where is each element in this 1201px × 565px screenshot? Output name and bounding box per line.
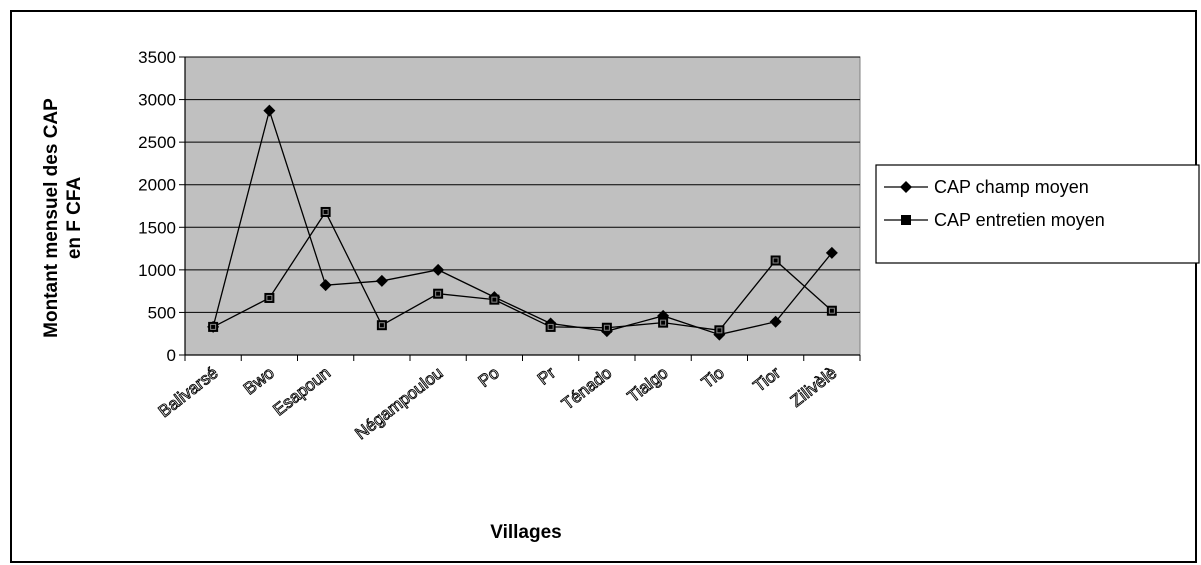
legend-marker-square (901, 215, 911, 225)
data-point-diamond (375, 274, 388, 287)
legend-label: CAP champ moyen (934, 177, 1089, 197)
data-point-square-inner (322, 208, 329, 215)
x-tick-label: Esapoun (269, 363, 334, 419)
x-tick-label: Tio (698, 363, 728, 392)
legend: CAP champ moyen CAP entretien moyen (875, 164, 1200, 264)
y-tick-labels: 0 500 1000 1500 2000 2500 3000 3500 (138, 48, 176, 365)
x-tick-label: Balivarsé (155, 363, 222, 421)
data-point-square-inner (603, 324, 610, 331)
data-point-diamond (825, 246, 838, 259)
y-tick-label: 0 (167, 346, 176, 365)
data-point-square (770, 255, 781, 266)
x-tick-label: Tior (750, 363, 785, 396)
x-tick-label: Po (475, 363, 503, 391)
data-point-diamond (432, 263, 445, 276)
data-point-diamond (263, 104, 276, 117)
data-point-square-inner (660, 319, 667, 326)
y-tick-label: 3000 (138, 91, 176, 110)
y-tick-label: 1000 (138, 261, 176, 280)
x-tick-label: Bwo (240, 363, 278, 398)
plot-area (184, 56, 861, 356)
data-point-square (433, 288, 444, 299)
series-line (212, 210, 833, 332)
gridlines (185, 56, 860, 313)
data-point-square (208, 321, 219, 332)
x-tick-label: Pr (534, 363, 559, 389)
data-point-square (826, 305, 837, 316)
data-point-square-inner (266, 294, 273, 301)
x-tick-label: Ténado (558, 363, 615, 413)
data-point-square (714, 325, 725, 336)
series-lines (207, 104, 838, 341)
x-tick-label: Zilivèlè (787, 363, 840, 411)
data-point-square-inner (435, 290, 442, 297)
data-point-square-inner (547, 323, 554, 330)
series-line (212, 108, 833, 336)
data-point-square (264, 292, 275, 303)
y-tick-label: 2000 (138, 176, 176, 195)
data-point-square-inner (210, 323, 217, 330)
data-point-square (489, 294, 500, 305)
data-point-diamond (319, 279, 332, 292)
x-tick-label: Tialgo (624, 363, 672, 406)
data-point-square (545, 321, 556, 332)
y-tick-label: 2500 (138, 133, 176, 152)
data-point-square (376, 320, 387, 331)
x-tick-label: Négampoulou (351, 363, 446, 443)
data-point-square-inner (772, 257, 779, 264)
data-point-square-inner (828, 307, 835, 314)
y-tick-label: 3500 (138, 48, 176, 67)
legend-label: CAP entretien moyen (934, 210, 1105, 230)
data-point-square-inner (716, 327, 723, 334)
data-point-square-inner (378, 322, 385, 329)
y-tick-label: 500 (148, 303, 176, 322)
y-axis-title-line1: Montant mensuel des CAP (41, 98, 62, 338)
data-point-diamond (769, 315, 782, 328)
y-axis-title-line2: en F CFA (64, 177, 85, 260)
axes (179, 56, 861, 361)
y-tick-label: 1500 (138, 218, 176, 237)
x-axis-title: Villages (490, 522, 561, 543)
data-point-square (658, 317, 669, 328)
data-point-square-inner (491, 296, 498, 303)
legend-box (875, 164, 1200, 264)
data-point-square (320, 206, 331, 217)
data-point-square (601, 322, 612, 333)
legend-marker-diamond (900, 181, 912, 193)
